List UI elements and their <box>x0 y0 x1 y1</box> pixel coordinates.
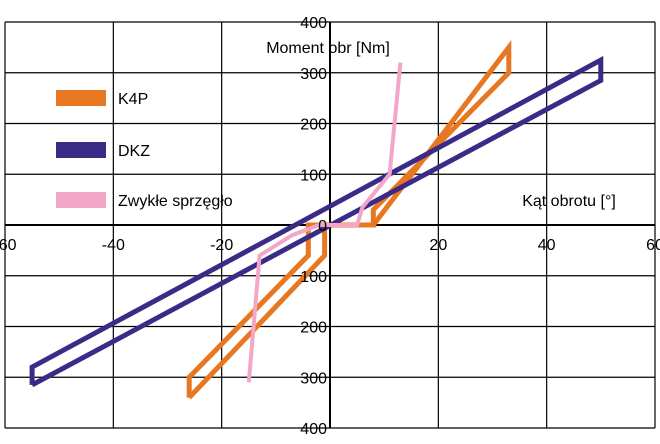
legend-swatch-1 <box>56 142 106 158</box>
legend-label-0: K4P <box>118 91 148 108</box>
series-layer <box>29 40 604 400</box>
x-axis-title: Kąt obrotu [°] <box>522 193 616 210</box>
legend-label-1: DKZ <box>118 143 150 160</box>
series-line-0 <box>186 40 512 400</box>
x-tick-label: 20 <box>429 237 447 254</box>
legend: K4P DKZ Zwykłe sprzęgło <box>56 90 233 210</box>
y-tick-label: 100 <box>300 269 327 286</box>
y-tick-label: 300 <box>300 370 327 387</box>
y-tick-label: 400 <box>300 15 327 32</box>
x-tick-label: -40 <box>102 237 125 254</box>
y-tick-label: 0 <box>318 218 327 235</box>
series-line-2 <box>246 62 403 383</box>
legend-swatch-2 <box>56 192 106 208</box>
tick-labels: -60 -40 -20 20 40 60 400 300 200 100 0 100 200 300 400 <box>0 15 660 438</box>
y-tick-label: 400 <box>300 421 327 438</box>
legend-swatch-0 <box>56 90 106 106</box>
y-tick-label: 200 <box>300 320 327 337</box>
x-tick-label: 60 <box>646 237 660 254</box>
y-tick-label: 100 <box>300 167 327 184</box>
y-tick-label: 300 <box>300 66 327 83</box>
x-tick-label: -20 <box>210 237 233 254</box>
y-tick-label: 200 <box>300 117 327 134</box>
y-axis-title: Moment obr [Nm] <box>266 40 390 57</box>
legend-label-2: Zwykłe sprzęgło <box>118 193 233 210</box>
series-line-1 <box>29 55 604 388</box>
x-tick-label: 40 <box>538 237 556 254</box>
x-tick-label: -60 <box>0 237 17 254</box>
